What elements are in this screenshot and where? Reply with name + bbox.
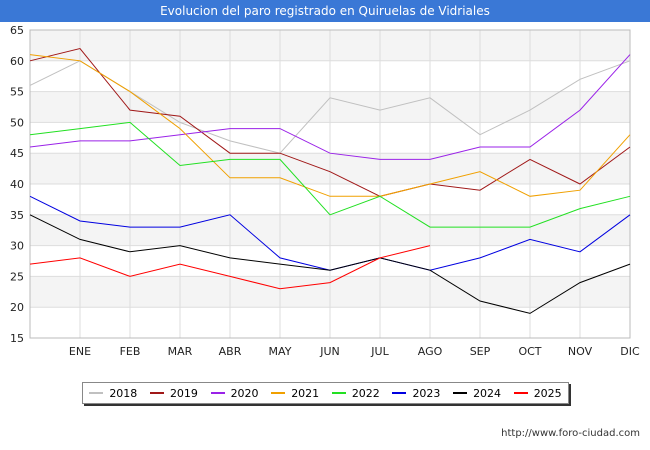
x-tick-label: SEP bbox=[470, 345, 491, 358]
x-tick-label: MAR bbox=[168, 345, 193, 358]
legend-label: 2019 bbox=[169, 386, 198, 400]
series-line-2025 bbox=[29, 245, 431, 290]
legend-item-2023: 2023 bbox=[392, 387, 440, 400]
x-tick-label: JUN bbox=[319, 345, 340, 358]
legend-swatch bbox=[210, 392, 225, 394]
legend-item-2024: 2024 bbox=[453, 387, 501, 400]
legend-swatch bbox=[331, 392, 346, 394]
y-tick-label: 30 bbox=[10, 240, 24, 253]
x-tick-label: ABR bbox=[219, 345, 242, 358]
series-line-2021 bbox=[29, 54, 631, 197]
legend-swatch bbox=[89, 392, 104, 394]
x-tick-label: MAY bbox=[269, 345, 292, 358]
legend-swatch bbox=[453, 392, 468, 394]
legend-swatch bbox=[271, 392, 286, 394]
legend-label: 2023 bbox=[412, 386, 441, 400]
y-tick-label: 15 bbox=[10, 332, 24, 345]
x-tick-label: FEB bbox=[120, 345, 141, 358]
series-line-2020 bbox=[29, 54, 631, 160]
chart-title: Evolucion del paro registrado en Quiruel… bbox=[0, 0, 650, 22]
y-tick-label: 40 bbox=[10, 178, 24, 191]
legend-swatch bbox=[149, 392, 164, 394]
y-tick-label: 35 bbox=[10, 209, 24, 222]
y-tick-label: 60 bbox=[10, 55, 24, 68]
legend-swatch bbox=[392, 392, 407, 394]
legend-label: 2022 bbox=[351, 386, 380, 400]
legend-label: 2020 bbox=[230, 386, 259, 400]
legend-label: 2025 bbox=[533, 386, 562, 400]
x-tick-label: AGO bbox=[418, 345, 443, 358]
x-tick-label: ENE bbox=[69, 345, 91, 358]
x-tick-label: NOV bbox=[568, 345, 593, 358]
legend-item-2025: 2025 bbox=[513, 386, 562, 400]
source-url: http://www.foro-ciudad.com bbox=[501, 428, 640, 439]
y-tick-label: 65 bbox=[10, 24, 24, 37]
chart-legend: 2018 2019 2020 2021 2022 2023 2024 2025 bbox=[82, 382, 569, 404]
legend-item-2020: 2020 bbox=[210, 386, 259, 400]
legend-item-2019: 2019 bbox=[149, 386, 198, 400]
series-line-2024 bbox=[29, 214, 631, 314]
x-tick-label: OCT bbox=[518, 345, 541, 358]
legend-item-2018: 2018 bbox=[89, 387, 137, 400]
y-tick-label: 25 bbox=[10, 270, 24, 283]
series-line-2019 bbox=[29, 47, 631, 197]
x-tick-label: DIC bbox=[620, 345, 640, 358]
legend-item-2021: 2021 bbox=[271, 387, 319, 400]
y-tick-label: 50 bbox=[10, 116, 24, 129]
legend-label: 2024 bbox=[473, 386, 502, 400]
y-tick-label: 45 bbox=[10, 147, 24, 160]
legend-label: 2021 bbox=[291, 386, 320, 400]
y-tick-label: 55 bbox=[10, 86, 24, 99]
x-tick-label: JUL bbox=[370, 345, 389, 358]
legend-item-2022: 2022 bbox=[331, 386, 380, 400]
series-line-2022 bbox=[29, 121, 631, 228]
legend-label: 2018 bbox=[109, 386, 138, 400]
y-tick-label: 20 bbox=[10, 301, 24, 314]
legend-swatch bbox=[513, 392, 528, 394]
plot-area bbox=[29, 29, 631, 339]
